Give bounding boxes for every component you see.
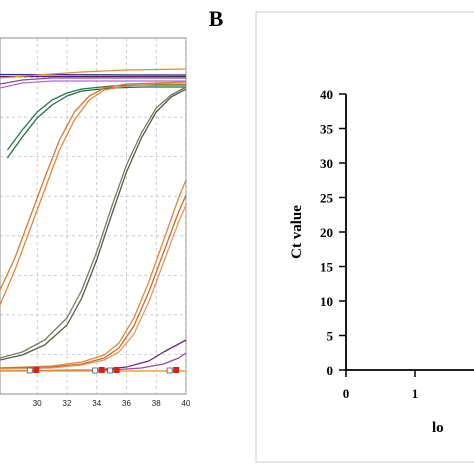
x-tick-label-a: 30 xyxy=(33,399,42,408)
y-axis-label-b: Ct value xyxy=(289,205,305,259)
amplification-plot: 30 32 34 36 38 40 xyxy=(0,37,191,408)
amplification-curve xyxy=(6,86,186,159)
marker-open xyxy=(26,367,33,374)
x-tick-label-a: 32 xyxy=(63,399,72,408)
y-tick-label-b: 30 xyxy=(320,156,333,171)
marker-row xyxy=(26,367,180,374)
amplification-curve xyxy=(0,73,187,76)
amplification-curve xyxy=(0,81,187,291)
y-tick-label-b: 15 xyxy=(320,260,334,275)
marker-open xyxy=(107,367,113,374)
amplification-curve xyxy=(0,204,187,370)
x-tick-label-a: 40 xyxy=(182,399,191,408)
y-tick-label-b: 35 xyxy=(320,122,334,137)
amplification-curve xyxy=(0,86,187,359)
marker-filled xyxy=(33,367,40,373)
x-tick-label-a: 38 xyxy=(152,399,161,408)
amplification-curve xyxy=(0,194,187,369)
panel-b-label: B xyxy=(209,6,224,31)
amplification-curve xyxy=(0,80,186,89)
y-tick-label-b: 40 xyxy=(320,87,333,102)
y-tick-label-b: 0 xyxy=(327,363,334,378)
amplification-curve xyxy=(0,179,187,369)
x-tick-label-b: 0 xyxy=(343,386,350,401)
marker-open xyxy=(92,367,99,374)
plot-area-a xyxy=(0,37,187,395)
amplification-curve xyxy=(0,83,186,306)
panel-b-frame xyxy=(255,11,474,463)
x-ticks-a: 30 32 34 36 38 40 xyxy=(33,399,191,408)
amplification-curves xyxy=(0,68,187,372)
y-ticks-b: 0 5 10 15 20 25 30 35 40 xyxy=(320,87,346,378)
y-tick-label-b: 20 xyxy=(320,225,333,240)
amplification-curve xyxy=(0,77,186,85)
y-tick-label-b: 10 xyxy=(320,294,333,309)
x-tick-label-a: 34 xyxy=(92,399,101,408)
marker-filled xyxy=(173,367,180,373)
x-tick-label-a: 36 xyxy=(122,399,131,408)
grid-a xyxy=(0,38,187,394)
marker-filled xyxy=(98,367,105,373)
marker-open xyxy=(166,367,173,374)
amplification-curve xyxy=(0,68,187,79)
x-tick-label-b: 1 xyxy=(412,386,419,401)
marker-filled xyxy=(113,367,120,373)
y-tick-label-b: 5 xyxy=(327,329,334,344)
y-tick-label-b: 25 xyxy=(320,191,334,206)
amplification-curve xyxy=(0,88,187,361)
x-axis-label-b: lo xyxy=(432,420,444,436)
